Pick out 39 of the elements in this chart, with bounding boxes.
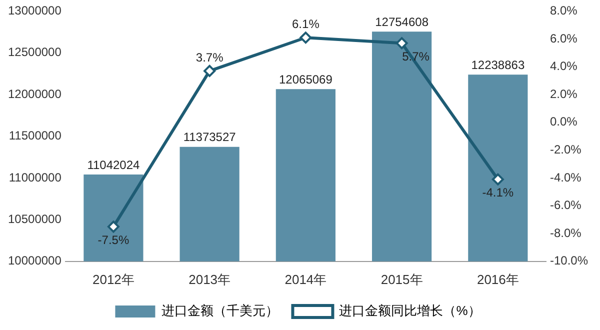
point (107, 220, 120, 233)
y-tick-label: 12500000 (8, 45, 62, 60)
legend-label: 进口金额同比增长（%） (339, 303, 481, 318)
point (300, 32, 312, 44)
y-tick-label: 10000000 (8, 254, 62, 268)
y2-tick-label: -2.0% (550, 142, 582, 157)
x-tick-label: 2014年 (284, 272, 327, 287)
y2-tick-label: -6.0% (550, 198, 582, 212)
x-tick-label: 2015年 (380, 272, 423, 287)
y2-tick-label: 8.0% (550, 4, 578, 18)
point (396, 37, 408, 50)
data-label: 6.1% (292, 16, 320, 31)
x-tick-label: 2013年 (188, 272, 231, 287)
data-label: 11042024 (87, 158, 140, 172)
y-tick-label: 10500000 (8, 212, 62, 226)
data-label: 12065069 (278, 72, 333, 86)
y2-tick-label: -8.0% (550, 226, 582, 240)
y2-tick-label: 4.0% (550, 59, 578, 74)
y-tick-label: 11500000 (8, 128, 62, 143)
data-label: 12754608 (375, 14, 429, 29)
y2-tick-label: -10.0% (550, 254, 588, 268)
data-label: 11373527 (183, 130, 236, 144)
x-tick-label: 2012年 (92, 272, 134, 287)
x-tick-label: 2016年 (476, 272, 519, 287)
data-label: -4.1% (482, 186, 514, 200)
data-label: 3.7% (196, 50, 224, 64)
y2-tick-label: 2.0% (550, 86, 578, 101)
y2-tick-label: -4.0% (550, 170, 582, 184)
y2-tick-label: 6.0% (550, 31, 578, 46)
point (204, 64, 216, 77)
data-label: 5.7% (402, 49, 430, 64)
y-tick-label: 11000000 (8, 170, 62, 184)
legend-label: 进口金额（千美元） (162, 303, 279, 318)
data-label: 12238863 (471, 58, 525, 72)
data-label: -7.5% (98, 232, 130, 247)
point (492, 173, 504, 186)
y-tick-label: 12000000 (8, 86, 62, 101)
y2-tick-label: 0.0% (550, 114, 578, 129)
y-tick-label: 13000000 (8, 4, 62, 18)
